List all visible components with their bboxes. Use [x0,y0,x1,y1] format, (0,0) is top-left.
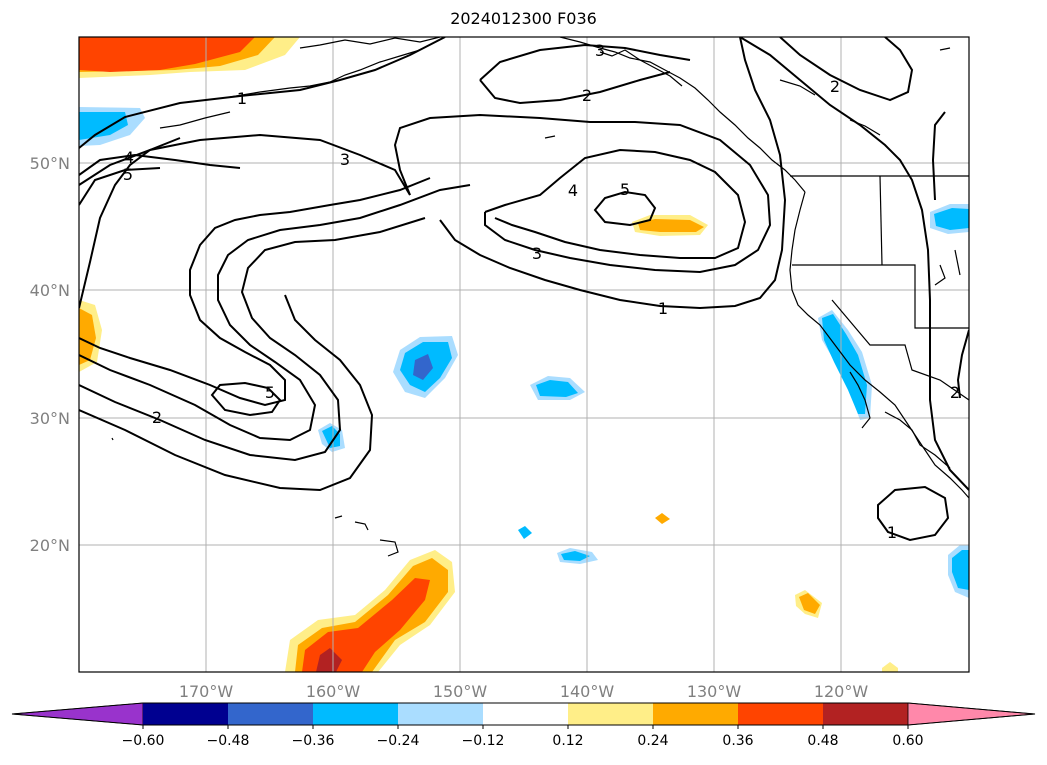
colorbar-segment [313,703,398,725]
colorbar-tick-label: 0.60 [892,733,923,749]
colorbar-extend-high [907,702,1036,726]
contour-label: 5 [123,165,133,184]
lat-label: 40°N [30,281,70,300]
latitude-labels: 50°N 40°N 30°N 20°N [30,154,70,555]
colorbar-tick-label: −0.48 [207,733,250,749]
contour-label: 1 [887,523,897,542]
lon-label: 140°W [560,682,615,701]
contour-label: 3 [532,244,542,263]
colorbar-extend-low [11,702,144,726]
colorbar-segment [823,703,908,725]
colorbar-tick-label: 0.36 [722,733,753,749]
colorbar-tick-label: 0.48 [807,733,838,749]
lon-label: 170°W [179,682,234,701]
contours [79,37,969,542]
lon-label: 160°W [306,682,361,701]
map-panel [79,37,969,672]
contour-label: 3 [595,41,605,60]
colorbar-tick-label: −0.12 [462,733,505,749]
lat-label: 30°N [30,409,70,428]
lat-label: 20°N [30,536,70,555]
contour-label: 5 [620,180,630,199]
map-title: 2024012300 F036 [450,9,597,28]
contour-labels: 1 2 3 4 5 1 2 3 4 5 5 3 2 1 2 [123,41,960,542]
colorbar-tick-label: 0.12 [552,733,583,749]
colorbar-tick-label: −0.24 [377,733,420,749]
contour-label: 3 [340,150,350,169]
contour-label: 2 [152,408,162,427]
colorbar-segments [11,702,1036,726]
contour-label: 4 [568,181,578,200]
contour-label: 5 [265,383,275,402]
contour-label: 1 [237,89,247,108]
contour-label: 2 [830,77,840,96]
gridlines [79,37,969,672]
colorbar-ticks: −0.60 −0.48 −0.36 −0.24 −0.12 0.12 0.24 0.36 0.4… [122,725,924,749]
lon-label: 120°W [814,682,869,701]
contour-label: 1 [658,299,668,318]
shaded-anomalies [79,37,969,672]
colorbar-segment [568,703,653,725]
colorbar-segment [143,703,228,725]
colorbar-tick-label: −0.36 [292,733,335,749]
contour-label: 2 [950,383,960,402]
lon-label: 130°W [687,682,742,701]
colorbar-segment [228,703,313,725]
lon-label: 150°W [433,682,488,701]
longitude-labels: 170°W 160°W 150°W 140°W 130°W 120°W [179,682,869,701]
colorbar-segment [653,703,738,725]
contour-label: 4 [124,148,134,167]
coastlines [111,37,969,557]
colorbar-segment [398,703,483,725]
map-border [78,36,970,673]
lat-label: 50°N [30,154,70,173]
contour-label: 2 [582,86,592,105]
colorbar-segment [483,703,568,725]
colorbar-segment [738,703,823,725]
colorbar-tick-label: −0.60 [122,733,165,749]
colorbar-tick-label: 0.24 [637,733,668,749]
colorbar: −0.60 −0.48 −0.36 −0.24 −0.12 0.12 0.24 0.36 0.4… [11,702,1036,749]
